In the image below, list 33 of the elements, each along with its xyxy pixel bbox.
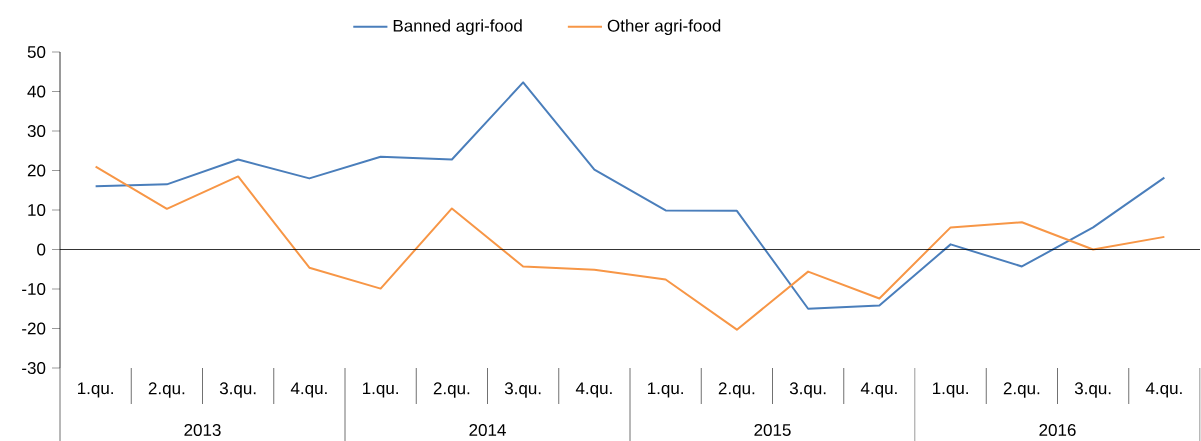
x-tick-label: 3.qu. xyxy=(789,382,826,398)
text: 2013 xyxy=(184,424,221,437)
y-tick-label: 0 xyxy=(37,243,46,256)
x-tick-label: 1.qu. xyxy=(78,382,113,398)
legend-label: Banned agri-food xyxy=(393,19,522,36)
x-tick-label: 1.qu. xyxy=(363,382,398,398)
y-tick-label: -20 xyxy=(22,322,46,335)
x-tick-label: 2.qu. xyxy=(433,382,470,398)
x-tick-label: 3.qu. xyxy=(1074,382,1111,398)
x-tick-label: 4.qu. xyxy=(1145,382,1182,398)
y-tick-label: -30 xyxy=(22,362,46,375)
text: 2016 xyxy=(1039,424,1076,437)
y-tick-label: 40 xyxy=(27,85,46,98)
x-tick-label: 3.qu. xyxy=(219,382,256,398)
x-tick-label: 2.qu. xyxy=(148,382,185,398)
line-series xyxy=(94,165,1166,331)
x-tick-label: 4.qu. xyxy=(575,382,612,398)
y-tick-label: 50 xyxy=(27,46,46,59)
x-tick-label: 2.qu. xyxy=(718,382,755,398)
y-tick-label: 20 xyxy=(27,164,46,177)
y-tick-label: -10 xyxy=(22,283,46,296)
y-tick-label: 10 xyxy=(28,204,46,217)
x-tick-label: 1.qu. xyxy=(933,382,968,398)
text: 2015 xyxy=(754,424,791,437)
y-tick-label: 30 xyxy=(27,125,46,138)
x-tick-label: 4.qu. xyxy=(860,382,897,398)
x-tick-label: 3.qu. xyxy=(504,382,541,398)
x-tick-label: 4.qu. xyxy=(290,382,327,398)
x-tick-label: 2.qu. xyxy=(1003,382,1040,398)
x-tick-label: 1.qu. xyxy=(648,382,683,398)
line-series xyxy=(94,81,1166,310)
legend-label: Other agri-food xyxy=(607,19,721,36)
text: 2014 xyxy=(469,424,506,437)
